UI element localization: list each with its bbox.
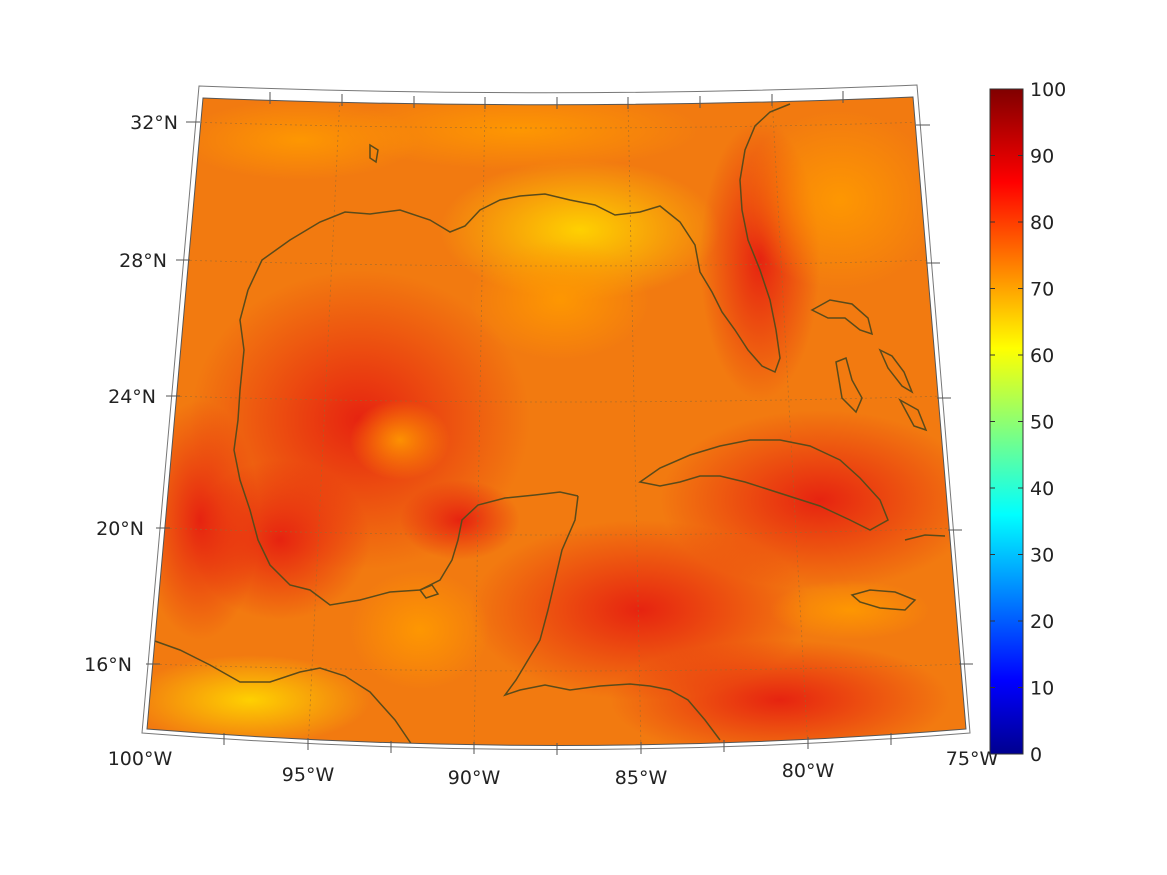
- colorbar-tick-label: 0: [1030, 744, 1042, 766]
- lon-label-90: 90°W: [448, 767, 501, 789]
- lon-labels: 100°W 95°W 90°W 85°W 80°W 75°W: [108, 748, 999, 789]
- data-field: [147, 97, 966, 746]
- colorbar-tick-label: 60: [1030, 345, 1054, 367]
- colorbar-tick-label: 80: [1030, 212, 1054, 234]
- map-frame-inner: [146, 96, 967, 746]
- colorbar: 0 10 20 30 40 50 60 70 80 90 100: [989, 79, 1066, 766]
- lon-label-95: 95°W: [282, 764, 335, 786]
- lat-label-28: 28°N: [119, 250, 167, 272]
- colorbar-tick-label: 20: [1030, 611, 1054, 633]
- colorbar-tick-label: 90: [1030, 146, 1054, 168]
- colorbar-tick-label: 100: [1030, 79, 1066, 101]
- lat-labels: 32°N 28°N 24°N 20°N 16°N: [84, 112, 178, 676]
- lat-label-24: 24°N: [108, 386, 156, 408]
- lat-label-20: 20°N: [96, 518, 144, 540]
- lon-label-100: 100°W: [108, 748, 173, 770]
- colorbar-tick-label: 10: [1030, 678, 1054, 700]
- frame-ticks: [146, 91, 973, 755]
- lon-label-85: 85°W: [615, 767, 668, 789]
- colorbar-tick-label: 50: [1030, 412, 1054, 434]
- colorbar-gradient: [989, 88, 1024, 755]
- lat-label-32: 32°N: [130, 112, 178, 134]
- map-frame-outer: [141, 84, 971, 750]
- graticule: [149, 97, 966, 746]
- lon-label-80: 80°W: [782, 760, 835, 782]
- colorbar-tick-label: 70: [1030, 279, 1054, 301]
- colorbar-ticks: 0 10 20 30 40 50 60 70 80 90 100: [990, 79, 1066, 766]
- lat-label-16: 16°N: [84, 654, 132, 676]
- colorbar-tick-label: 40: [1030, 478, 1054, 500]
- lon-label-75: 75°W: [946, 748, 999, 770]
- colorbar-tick-label: 30: [1030, 545, 1054, 567]
- coastlines: [151, 103, 946, 746]
